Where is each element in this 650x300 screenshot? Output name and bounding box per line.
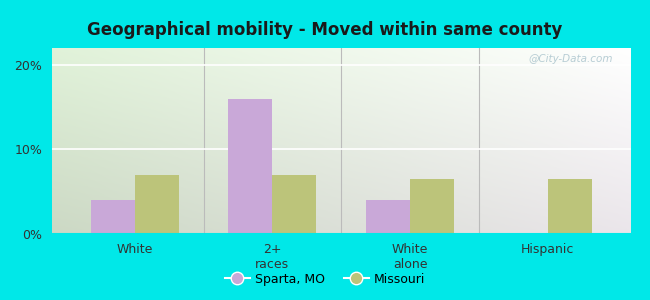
Bar [410, 179, 454, 234]
Text: Geographical mobility - Moved within same county: Geographical mobility - Moved within sam… [87, 21, 563, 39]
Bar [90, 200, 135, 234]
Bar [272, 175, 317, 234]
Bar [228, 99, 272, 234]
Bar [548, 179, 592, 234]
Bar [366, 200, 410, 234]
Bar [135, 175, 179, 234]
Text: @City-Data.com: @City-Data.com [528, 54, 613, 64]
Legend: Sparta, MO, Missouri: Sparta, MO, Missouri [220, 268, 430, 291]
